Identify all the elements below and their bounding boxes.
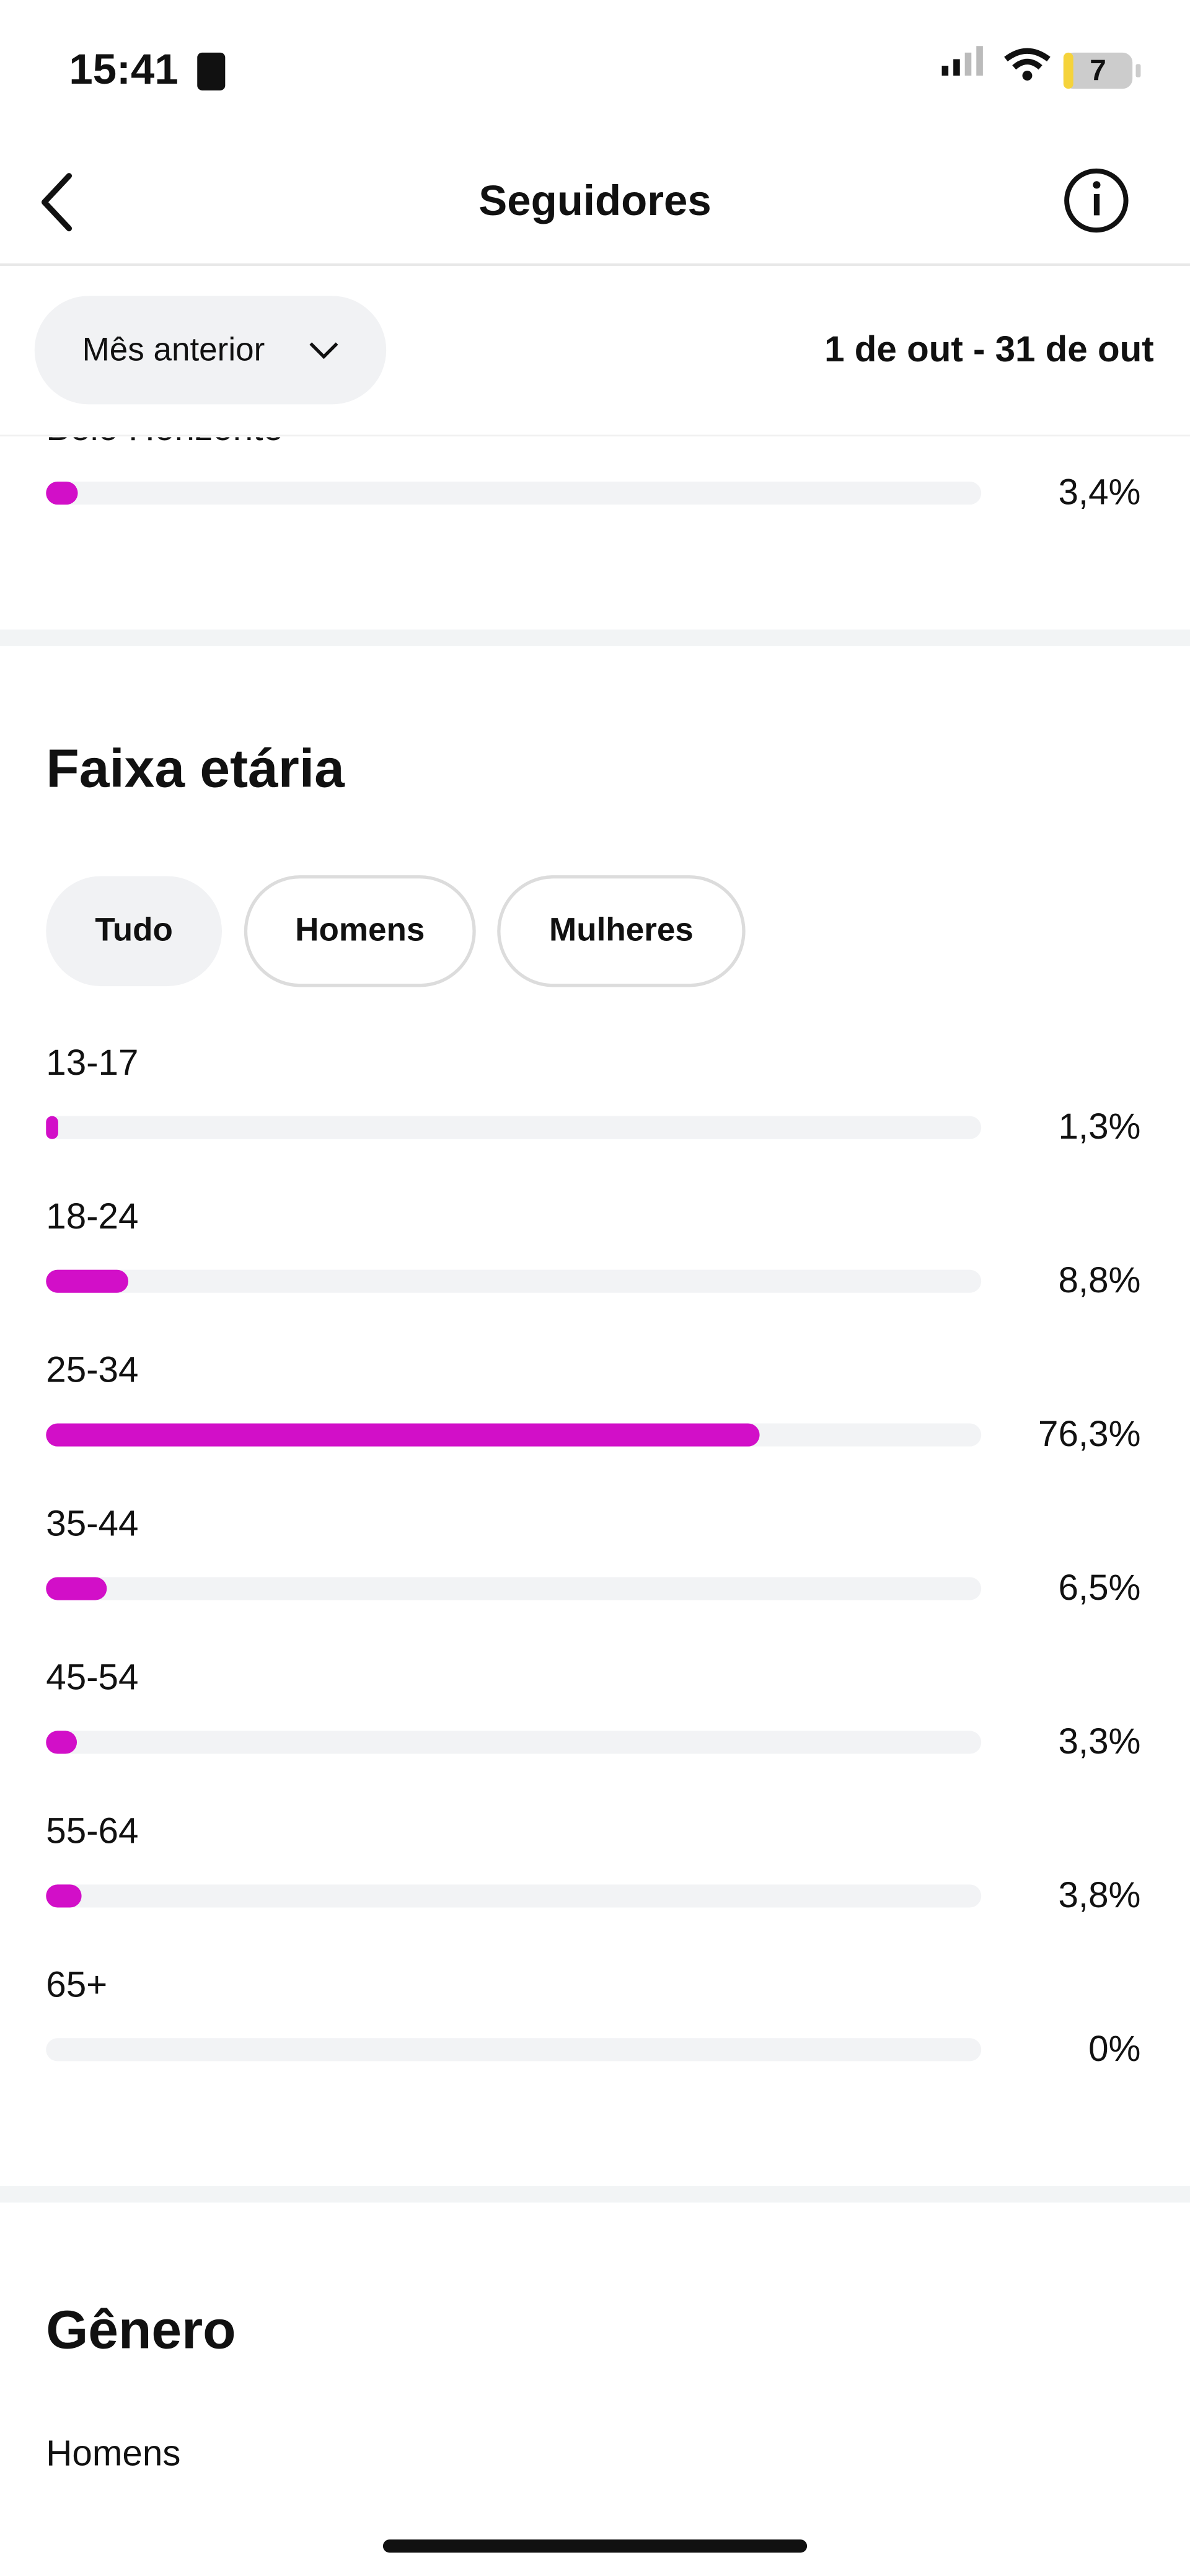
bar <box>46 1423 760 1447</box>
bar <box>46 1884 82 1908</box>
bar-value-label: 3,4% <box>1058 472 1140 513</box>
bar-label: 65+ <box>46 1965 107 2005</box>
bar-value-label: 76,3% <box>1038 1414 1140 1454</box>
tab[interactable] <box>244 875 476 987</box>
section-separator <box>0 629 1190 646</box>
tab-label: Homens <box>295 912 425 948</box>
back-button[interactable] <box>41 173 73 232</box>
battery-tip <box>1135 64 1141 77</box>
bar-track <box>46 1731 982 1754</box>
signal-icon <box>941 46 983 76</box>
city-row: Belo Horizonte <box>46 408 283 448</box>
gender-label: Homens <box>46 2433 180 2473</box>
bar-track <box>46 1269 982 1293</box>
bar-track <box>46 1116 982 1139</box>
dropdown-chevron <box>309 342 338 359</box>
status-icon <box>197 52 226 90</box>
period-dropdown[interactable] <box>34 296 387 405</box>
bar <box>46 1577 107 1600</box>
bar <box>46 1731 77 1754</box>
status-time: 15:41 <box>69 45 178 93</box>
bar-label: 35-44 <box>46 1504 138 1544</box>
bar-label: 13-17 <box>46 1043 138 1083</box>
bar <box>46 481 78 505</box>
bar-label: 55-64 <box>46 1811 138 1851</box>
wifi-icon <box>1004 48 1051 70</box>
bar-label: 45-54 <box>46 1657 138 1698</box>
bar-value-label: 3,3% <box>1058 1721 1140 1762</box>
bar <box>46 1116 58 1139</box>
bar-value-label: 8,8% <box>1058 1260 1140 1300</box>
battery-level <box>1063 52 1073 89</box>
tab-label: Mulheres <box>549 912 694 948</box>
bar-track <box>46 2038 982 2062</box>
bar-track <box>46 1577 982 1600</box>
tab-selected[interactable] <box>46 876 223 987</box>
bar-track <box>46 481 982 505</box>
info-button[interactable] <box>1064 168 1129 233</box>
bar-track <box>46 1884 982 1908</box>
section-title: Faixa etária <box>46 738 345 798</box>
bar-value-label: 3,8% <box>1058 1875 1140 1915</box>
header-title: Seguidores <box>478 177 711 224</box>
date-range: 1 de out - 31 de out <box>824 329 1153 369</box>
bar-value-label: 6,5% <box>1058 1568 1140 1608</box>
tab[interactable] <box>497 875 746 987</box>
section-separator <box>0 2186 1190 2203</box>
wifi-dot <box>1022 71 1033 81</box>
bar-value-label: 0% <box>1088 2029 1140 2069</box>
city-label: Belo Horizonte <box>46 408 283 448</box>
tab-label: Tudo <box>95 912 173 948</box>
section-title: Gênero <box>46 2300 236 2360</box>
battery-label: 7 <box>1090 54 1106 87</box>
bar <box>46 1269 129 1293</box>
bar-label: 25-34 <box>46 1350 138 1390</box>
home-indicator <box>382 2539 808 2553</box>
battery <box>1063 52 1133 89</box>
period-label: Mês anterior <box>82 332 265 368</box>
bar-label: 18-24 <box>46 1196 138 1237</box>
bar-value-label: 1,3% <box>1058 1106 1140 1147</box>
